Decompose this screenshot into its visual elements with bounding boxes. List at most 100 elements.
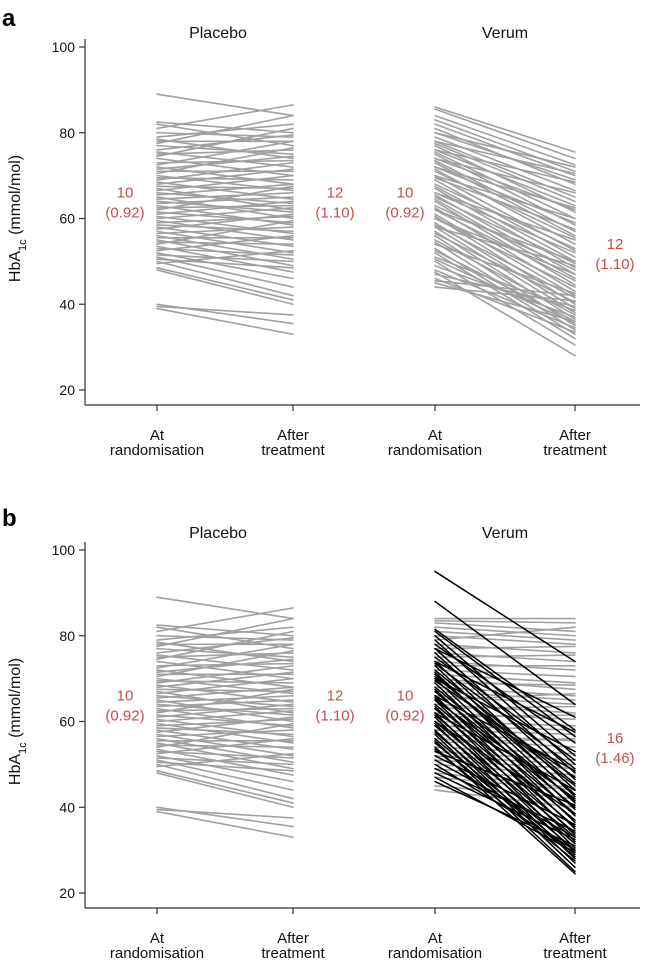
subject-line	[156, 269, 294, 306]
subject-line	[156, 596, 294, 620]
subject-line	[434, 149, 576, 183]
subject-line	[434, 652, 576, 663]
subject-line	[156, 239, 294, 267]
x-tick-label: After	[277, 930, 309, 947]
subject-line	[434, 660, 576, 733]
subject-line	[156, 140, 294, 166]
annotation-sd: (1.10)	[315, 707, 354, 724]
subject-line	[156, 131, 294, 138]
y-axis-label-sub: 1c	[17, 239, 29, 251]
subject-line	[434, 635, 576, 757]
x-tick-label: randomisation	[388, 945, 482, 960]
subject-line	[156, 151, 294, 168]
subject-line	[156, 652, 294, 658]
subject-line	[156, 196, 294, 205]
subject-line	[434, 703, 576, 821]
subject-line	[156, 245, 294, 273]
subject-line	[434, 673, 576, 684]
group-verum: Verum 10 (0.92) 12 (1.10)	[385, 25, 635, 357]
annotation-value: 12	[607, 236, 624, 253]
group-title: Placebo	[189, 525, 247, 542]
subject-line	[434, 669, 576, 678]
subject-line	[156, 630, 294, 661]
subject-line	[434, 140, 576, 175]
annotation-sd: (1.10)	[315, 204, 354, 221]
subject-line	[434, 191, 576, 254]
annotation-value: 10	[117, 184, 134, 201]
y-tick-label: 40	[59, 296, 75, 312]
series-0	[434, 106, 576, 357]
subject-line	[156, 254, 294, 263]
y-axis-label-unit: (mmol/mol)	[7, 658, 24, 742]
annotation-sd: (0.92)	[385, 204, 424, 221]
annotation-value: 10	[397, 184, 414, 201]
subject-line	[434, 622, 576, 633]
subject-line	[434, 755, 576, 826]
subject-line	[156, 641, 294, 663]
subject-line	[156, 252, 294, 280]
panel-letter: b	[2, 505, 17, 532]
subject-line	[156, 707, 294, 712]
y-axis-label-unit: (mmol/mol)	[7, 155, 24, 239]
subject-line	[434, 149, 576, 207]
subject-line	[434, 131, 576, 181]
subject-line	[156, 230, 294, 254]
subject-line	[434, 720, 576, 815]
subject-line	[434, 733, 576, 869]
subject-line	[434, 215, 576, 306]
subject-line	[156, 234, 294, 252]
subject-line	[434, 234, 576, 327]
y-axis-label-main: HbA	[7, 251, 24, 282]
subject-line	[156, 249, 294, 265]
subject-line	[156, 737, 294, 755]
x-tick-label: At	[150, 930, 165, 947]
annotation-value: 16	[607, 730, 624, 747]
subject-line	[434, 628, 576, 731]
subject-line	[156, 679, 294, 684]
subject-line	[156, 185, 294, 211]
subject-line	[156, 643, 294, 669]
subject-line	[434, 647, 576, 774]
subject-line	[434, 720, 576, 839]
group-placebo: Placebo 10 (0.92) 12 (1.10)	[105, 25, 355, 336]
subject-line	[156, 733, 294, 757]
subject-line	[156, 181, 294, 201]
subject-line	[434, 271, 576, 357]
subject-line	[434, 166, 576, 209]
subject-line	[156, 267, 294, 301]
x-tick-label: After	[559, 427, 591, 444]
subject-line	[156, 127, 294, 158]
subject-line	[434, 677, 576, 753]
subject-line	[156, 114, 294, 145]
subject-line	[156, 770, 294, 804]
subject-line	[434, 759, 576, 839]
subject-line	[434, 185, 576, 263]
annotation-value: 12	[327, 184, 344, 201]
subject-line	[434, 712, 576, 791]
subject-line	[434, 695, 576, 772]
subject-line	[434, 200, 576, 286]
subject-line	[434, 279, 576, 297]
subject-line	[156, 226, 294, 235]
subject-line	[156, 716, 294, 734]
subject-line	[434, 731, 576, 851]
subject-line	[434, 660, 576, 791]
annotation-value: 10	[117, 687, 134, 704]
annotation-value: 12	[327, 687, 344, 704]
subject-line	[434, 151, 576, 220]
y-tick-label: 20	[59, 382, 75, 398]
subject-line	[156, 138, 294, 160]
y-axis-label-main: HbA	[7, 754, 24, 785]
subject-line	[434, 209, 576, 263]
y-tick-label: 100	[52, 542, 76, 558]
subject-line	[156, 722, 294, 749]
subject-line	[156, 714, 294, 727]
subject-line	[156, 206, 294, 220]
annotation-value: 10	[397, 687, 414, 704]
subject-line	[156, 649, 294, 678]
subject-line	[434, 763, 576, 776]
subject-line	[156, 662, 294, 667]
subject-line	[434, 626, 576, 637]
subject-line	[434, 260, 576, 346]
subject-line	[156, 247, 294, 256]
